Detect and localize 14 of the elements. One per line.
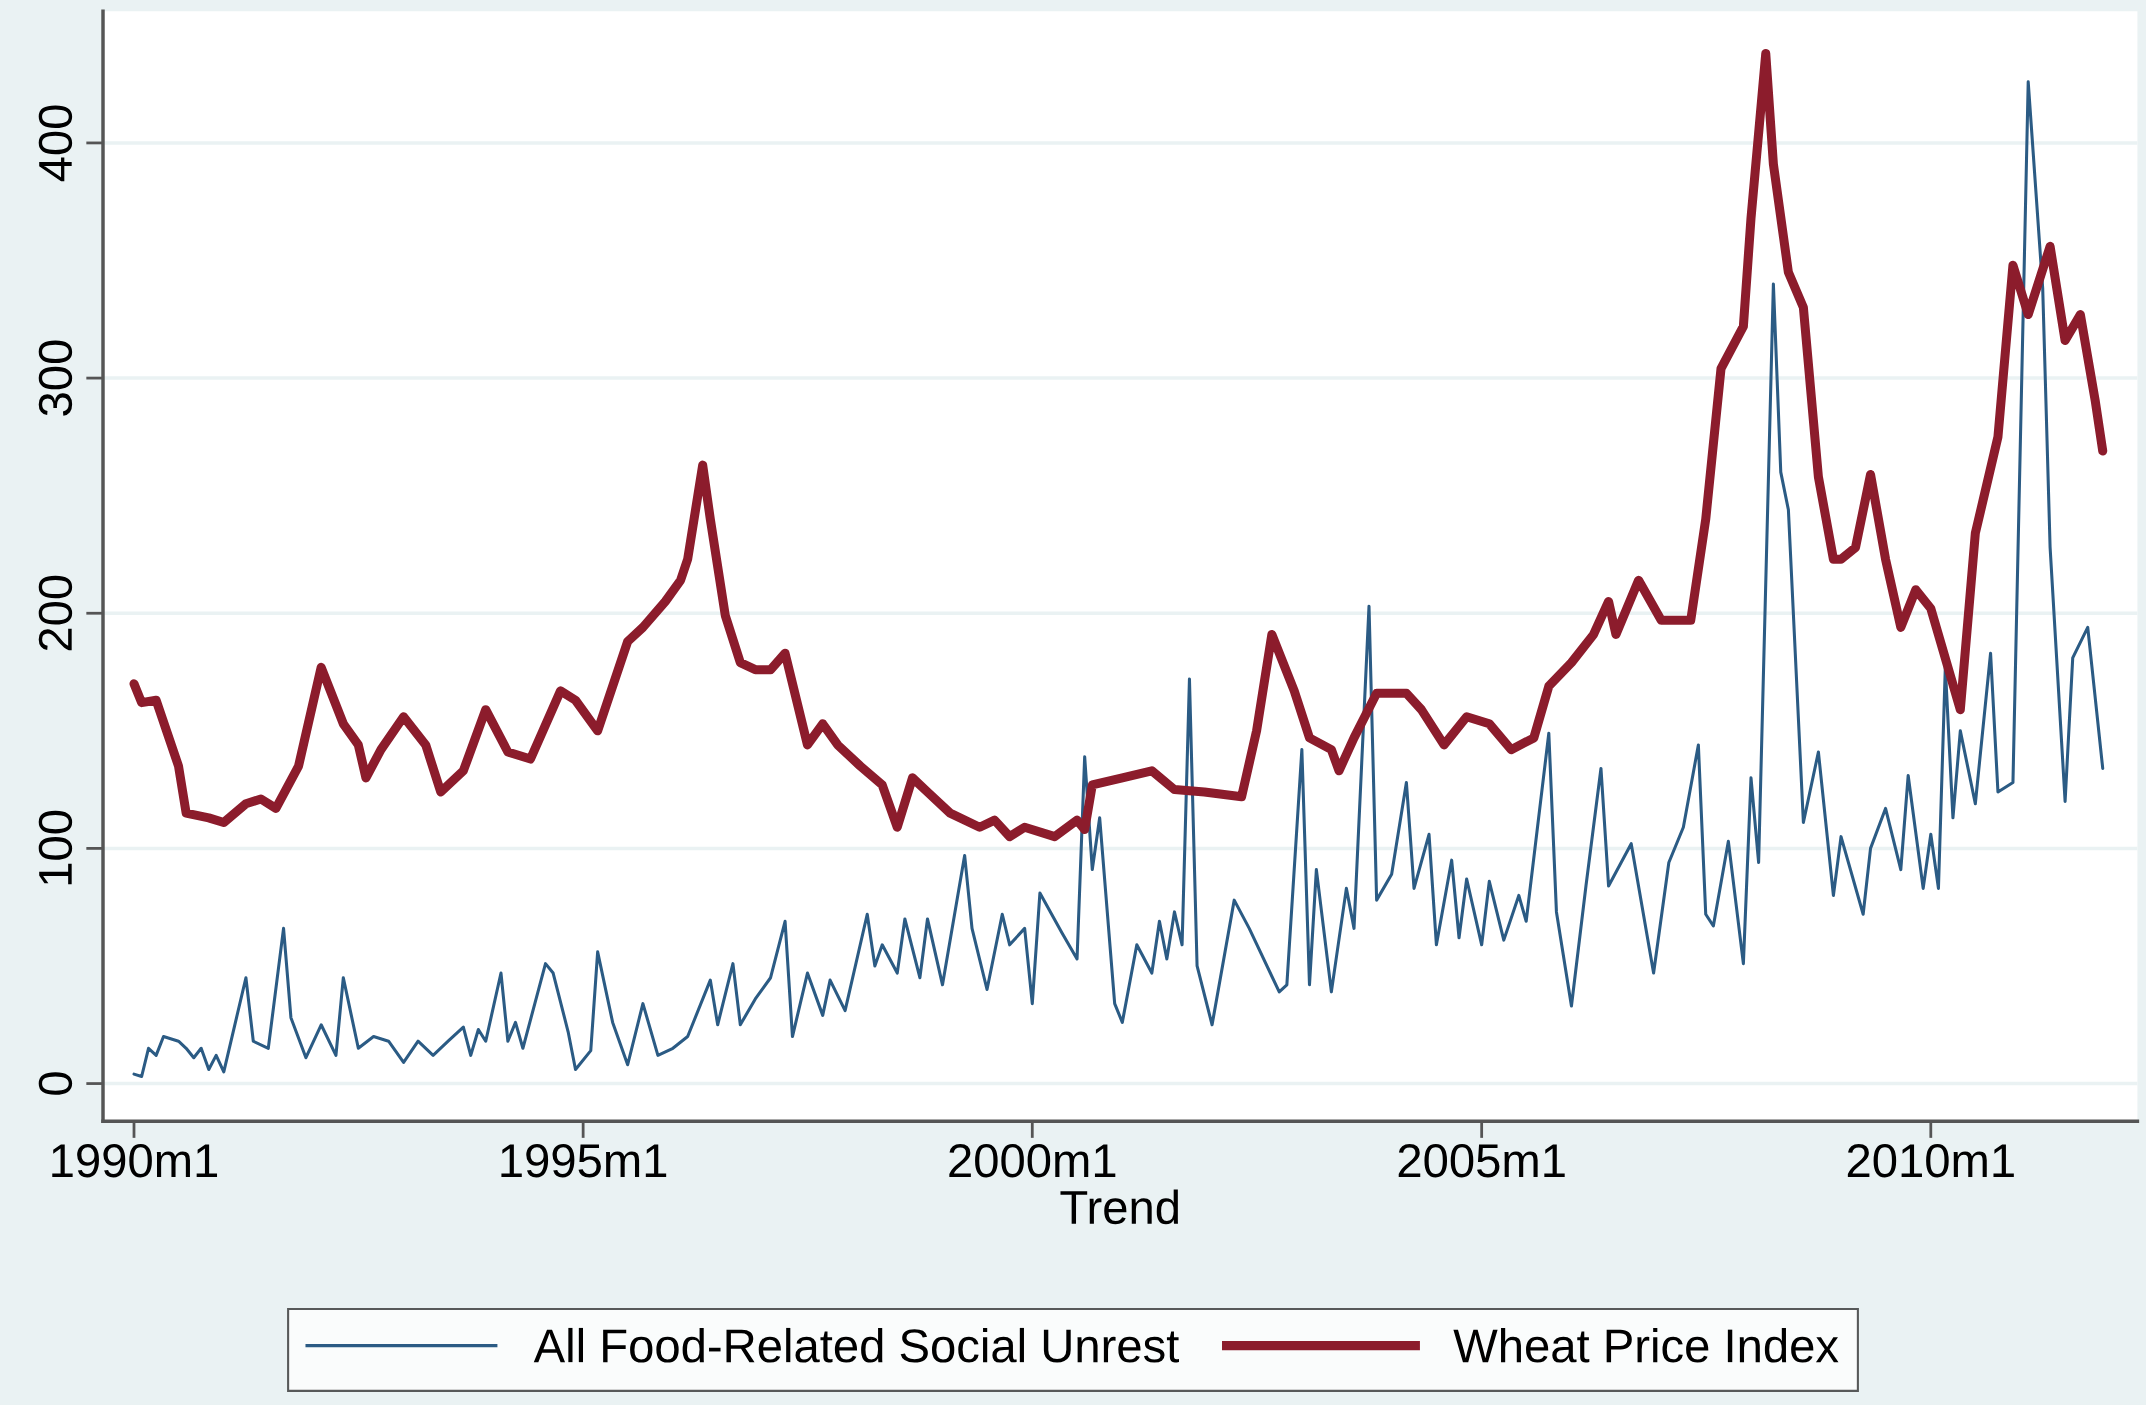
y-tick-label: 300: [38, 340, 73, 416]
y-tick-label: 0: [38, 1072, 73, 1095]
x-tick-label: 2000m1: [949, 1143, 1116, 1178]
y-tick-label: 100: [38, 810, 73, 885]
y-tick-label: 200: [38, 575, 73, 651]
legend-label: Wheat Price Index: [1453, 1327, 1839, 1363]
x-tick-label: 1995m1: [501, 1143, 667, 1178]
y-tick-label: 400: [38, 105, 73, 182]
x-tick-label: 1990m1: [52, 1143, 218, 1178]
line-series: [132, 80, 2105, 1079]
x-tick-label: 2005m1: [1398, 1143, 1565, 1178]
x-tick-label: 2010m1: [1847, 1143, 2014, 1178]
legend-label: All Food-Related Social Unrest: [533, 1327, 1179, 1363]
x-axis-title: Trend: [1060, 1189, 1178, 1225]
